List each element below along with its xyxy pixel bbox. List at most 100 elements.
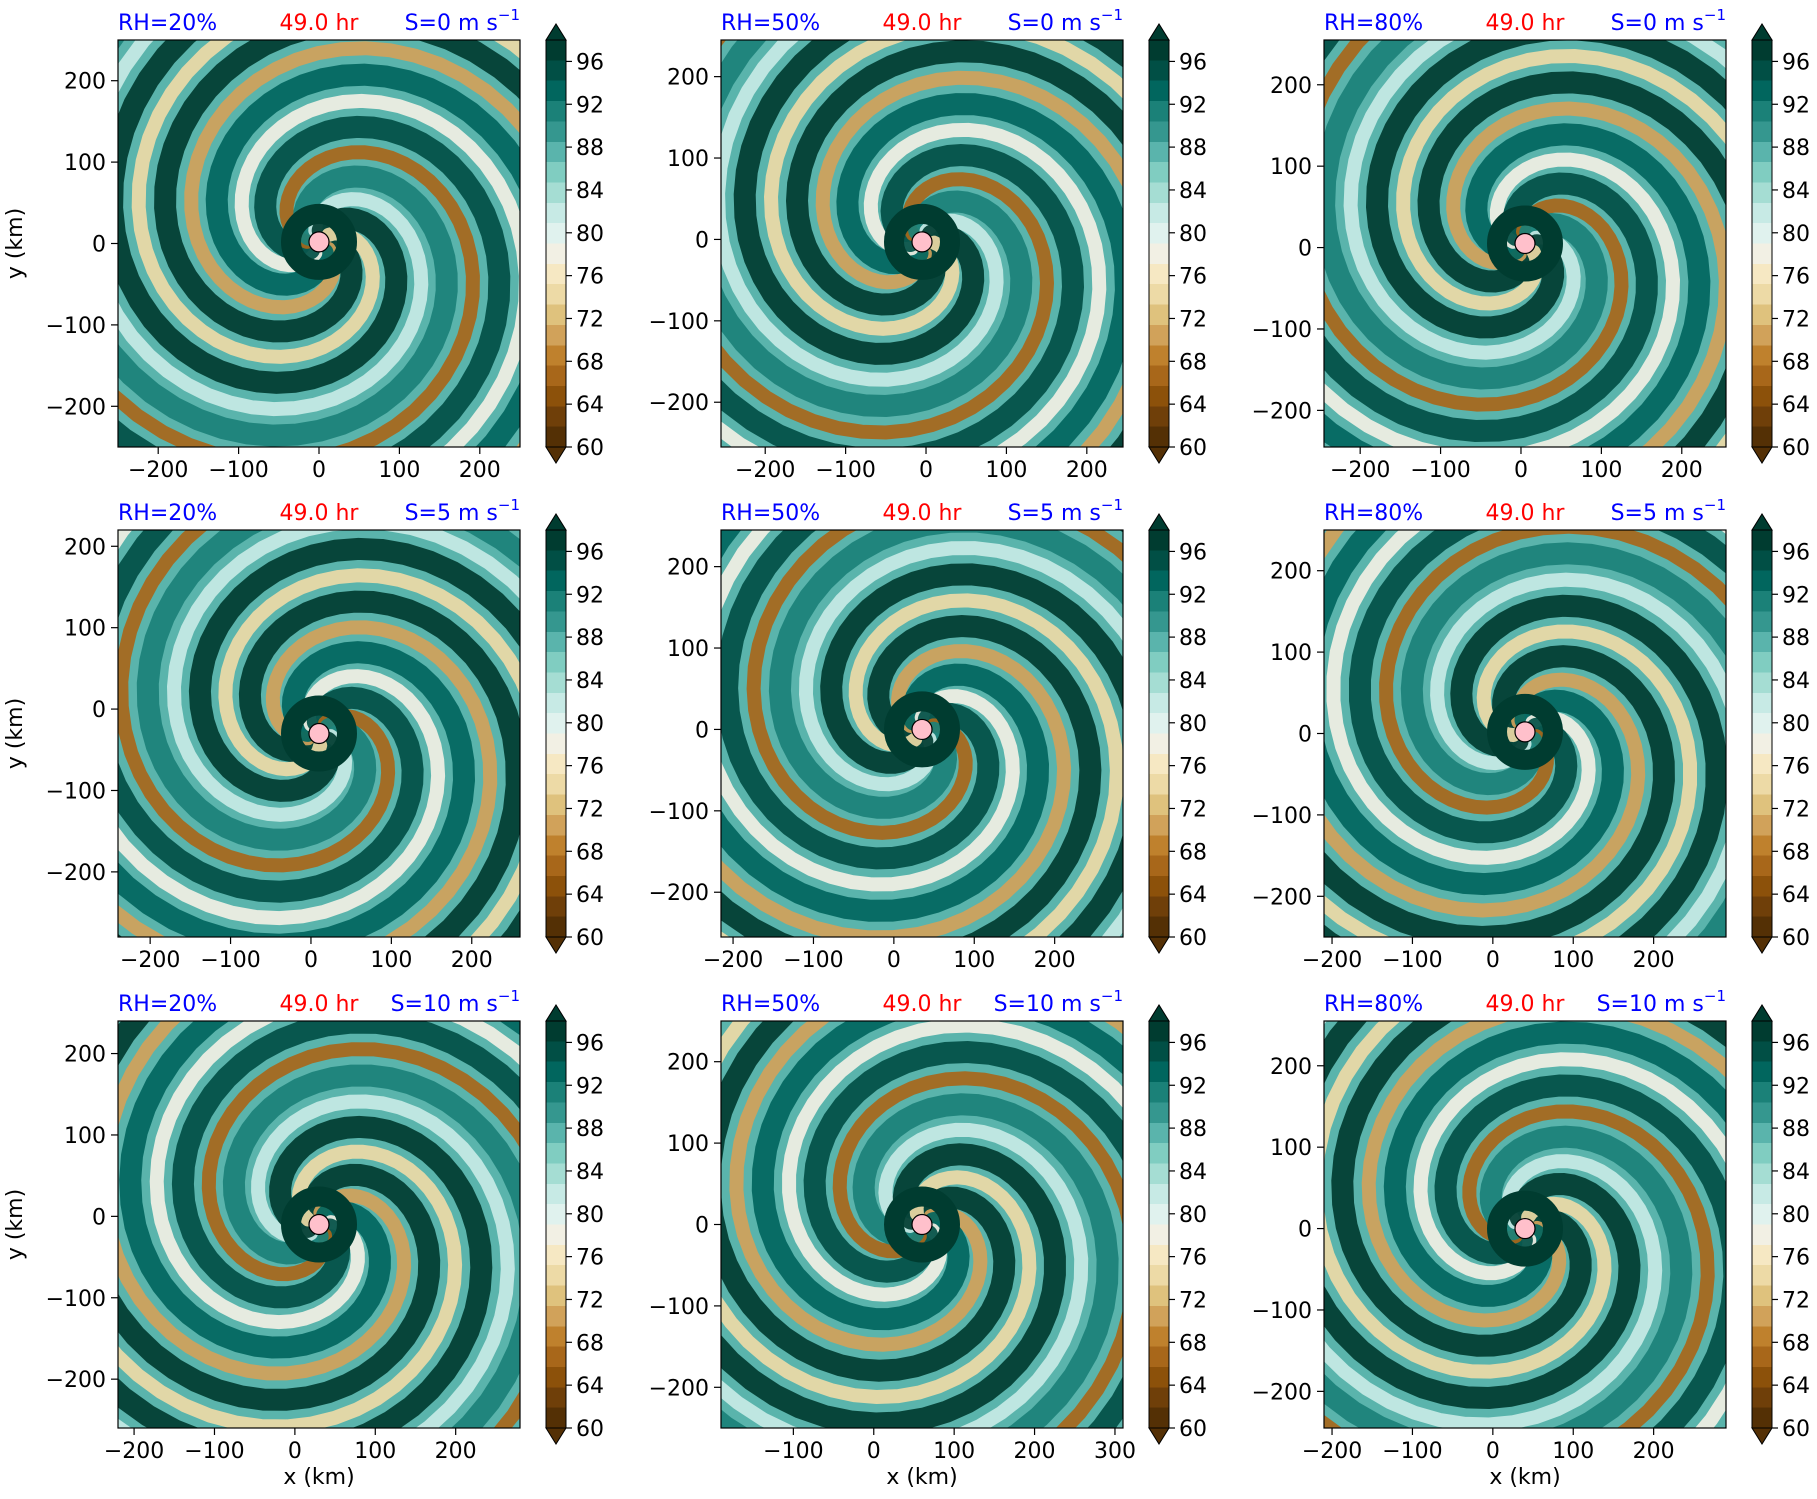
colorbar-tick-label: 92 <box>576 93 604 118</box>
y-tick-label: 0 <box>1298 1218 1312 1243</box>
x-tick-label: 100 <box>354 1439 396 1464</box>
colorbar-tick-label: 84 <box>1179 669 1207 694</box>
x-axis-label: x (km) <box>283 1465 354 1490</box>
colorbar-tick-label: 76 <box>1782 1246 1810 1271</box>
colorbar-tick-label: 96 <box>1782 540 1810 565</box>
colorbar-tick-label: 84 <box>1179 1160 1207 1185</box>
x-tick-label: −200 <box>1330 458 1390 483</box>
colorbar-tick-label: 96 <box>576 50 604 75</box>
colorbar: 96 92 88 84 80 76 72 68 64 60 <box>1751 23 1810 464</box>
x-tick-label: −200 <box>1302 948 1362 973</box>
shear-label: S=10 m s−1 <box>994 987 1123 1017</box>
x-tick-label: 200 <box>1661 458 1703 483</box>
y-tick-label: 100 <box>667 147 709 172</box>
shear-label: S=5 m s−1 <box>1008 496 1123 526</box>
y-tick-label: 100 <box>1270 641 1312 666</box>
colorbar-tick-label: 92 <box>1179 93 1207 118</box>
colorbar: 96 92 88 84 80 76 72 68 64 60 <box>545 513 604 954</box>
colorbar-tick-label: 88 <box>1179 1117 1207 1142</box>
time-label: 49.0 hr <box>883 992 963 1017</box>
rh-label: RH=50% <box>721 501 820 526</box>
x-tick-label: 200 <box>451 948 493 973</box>
colorbar-tick-label: 72 <box>576 797 604 822</box>
x-tick-label: 100 <box>370 948 412 973</box>
y-tick-label: 200 <box>667 66 709 91</box>
colorbar-tick-label: 60 <box>1179 1417 1207 1442</box>
storm-center-marker <box>308 1213 330 1236</box>
colorbar-tick-label: 80 <box>1179 712 1207 737</box>
colorbar-tick-label: 60 <box>576 436 604 461</box>
colorbar-tick-label: 80 <box>1179 1203 1207 1228</box>
colorbar-tick-label: 64 <box>576 1374 604 1399</box>
axes-frame <box>117 1020 521 1429</box>
y-tick-label: 0 <box>695 228 709 253</box>
x-tick-label: −200 <box>1302 1439 1362 1464</box>
storm-center-marker <box>1514 1217 1536 1240</box>
colorbar-tick-label: 76 <box>1782 755 1810 780</box>
y-tick-label: −100 <box>1252 318 1312 343</box>
colorbar: 96 92 88 84 80 76 72 68 64 60 <box>1148 23 1207 464</box>
panel-1-3: −200 −100 0 100 200 200 100 0 −100 −200 RH=80% 49.0… <box>1252 6 1810 483</box>
colorbar-tick-label: 92 <box>576 583 604 608</box>
y-tick-label: −200 <box>649 391 709 416</box>
time-label: 49.0 hr <box>280 992 360 1017</box>
colorbar-tick-label: 96 <box>576 1031 604 1056</box>
y-tick-label: −200 <box>1252 1380 1312 1405</box>
colorbar-tick-label: 88 <box>1179 626 1207 651</box>
humidity-field <box>1324 1021 1726 1428</box>
y-tick-label: 0 <box>92 698 106 723</box>
y-tick-label: 0 <box>695 718 709 743</box>
colorbar-tick-label: 84 <box>1179 179 1207 204</box>
humidity-field <box>118 40 520 447</box>
shear-label: S=10 m s−1 <box>391 987 520 1017</box>
time-label: 49.0 hr <box>1486 11 1566 36</box>
colorbar-tick-label: 64 <box>576 883 604 908</box>
storm-center-marker <box>1514 721 1536 743</box>
y-tick-label: 0 <box>92 1205 106 1230</box>
colorbar-tick-label: 88 <box>1782 136 1810 161</box>
y-tick-label: 200 <box>64 535 106 560</box>
panel-3-1: −200 −100 0 100 200 200 100 0 −100 −200 RH=20% 49.0… <box>3 987 604 1490</box>
colorbar-tick-label: 68 <box>576 1331 604 1356</box>
x-tick-label: 300 <box>1094 1439 1136 1464</box>
colorbar-tick-label: 96 <box>1179 1031 1207 1056</box>
colorbar-tick-label: 60 <box>1782 1417 1810 1442</box>
axes-frame <box>1323 39 1727 448</box>
x-tick-label: −100 <box>1382 1439 1442 1464</box>
x-tick-label: 100 <box>985 458 1027 483</box>
time-label: 49.0 hr <box>883 501 963 526</box>
colorbar-tick-label: 60 <box>1782 436 1810 461</box>
colorbar-tick-label: 80 <box>1782 222 1810 247</box>
x-tick-label: −100 <box>200 948 260 973</box>
x-tick-label: 200 <box>1014 1439 1056 1464</box>
colorbar-tick-label: 88 <box>576 1117 604 1142</box>
colorbar-tick-label: 60 <box>576 1417 604 1442</box>
colorbar-tick-label: 96 <box>1782 50 1810 75</box>
axes-frame <box>720 529 1124 938</box>
x-tick-label: 100 <box>1552 948 1594 973</box>
y-tick-label: 0 <box>92 233 106 258</box>
time-label: 49.0 hr <box>883 11 963 36</box>
colorbar-tick-label: 84 <box>1782 179 1810 204</box>
y-tick-label: −200 <box>46 861 106 886</box>
x-tick-label: 0 <box>867 1439 881 1464</box>
panel-1-2: −200 −100 0 100 200 200 100 0 −100 −200 RH=50% 49.0… <box>649 6 1207 483</box>
x-tick-label: 100 <box>953 948 995 973</box>
colorbar-tick-label: 60 <box>576 926 604 951</box>
y-tick-label: −200 <box>46 1368 106 1393</box>
x-tick-label: 200 <box>1066 458 1108 483</box>
colorbar-tick-label: 76 <box>1179 1246 1207 1271</box>
axes-frame <box>720 39 1124 448</box>
colorbar: 96 92 88 84 80 76 72 68 64 60 <box>1148 513 1207 954</box>
y-tick-label: −100 <box>649 1295 709 1320</box>
shear-label: S=0 m s−1 <box>1008 6 1123 36</box>
colorbar-tick-label: 96 <box>576 540 604 565</box>
x-tick-label: −100 <box>815 458 875 483</box>
y-tick-label: −200 <box>1252 399 1312 424</box>
colorbar-tick-label: 92 <box>1179 1074 1207 1099</box>
colorbar-tick-label: 88 <box>1782 626 1810 651</box>
panel-1-1: −200 −100 0 100 200 200 100 0 −100 −200 RH=20% 49.0… <box>3 6 604 483</box>
x-tick-label: 100 <box>933 1439 975 1464</box>
y-tick-label: −100 <box>1252 804 1312 829</box>
